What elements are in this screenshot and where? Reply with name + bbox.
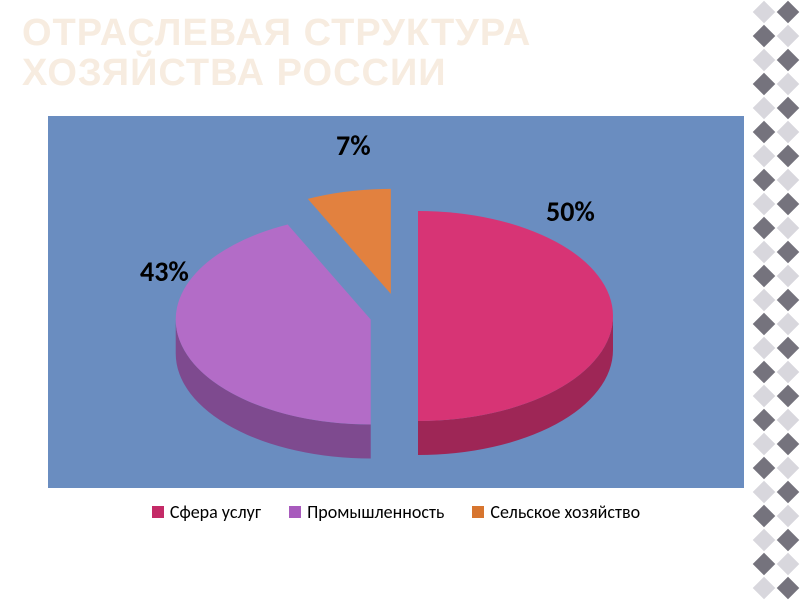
legend-item-agriculture: Сельское хозяйство <box>472 501 640 523</box>
slide: ОТРАСЛЕВАЯ СТРУКТУРА ХОЗЯЙСТВА РОССИИ 50… <box>0 0 800 600</box>
legend-label: Сельское хозяйство <box>490 501 640 523</box>
slide-title: ОТРАСЛЕВАЯ СТРУКТУРА ХОЗЯЙСТВА РОССИИ <box>22 14 740 94</box>
legend-swatch-icon <box>152 506 164 518</box>
pct-label-industry: 43% <box>140 254 189 289</box>
legend-label: Промышленность <box>307 501 444 523</box>
legend-swatch-icon <box>289 506 301 518</box>
chart-area: 50% 43% 7% Сфера услуг Промышленность Сельск… <box>48 116 744 536</box>
pct-label-services: 50% <box>546 194 595 229</box>
legend-item-industry: Промышленность <box>289 501 444 523</box>
decor-strip <box>752 0 800 600</box>
pie-chart: 50% 43% 7% <box>48 116 744 488</box>
legend-swatch-icon <box>472 506 484 518</box>
pct-label-agriculture: 7% <box>336 128 371 163</box>
legend-label: Сфера услуг <box>170 501 261 523</box>
legend: Сфера услуг Промышленность Сельское хозяйс… <box>48 488 744 536</box>
legend-item-services: Сфера услуг <box>152 501 261 523</box>
